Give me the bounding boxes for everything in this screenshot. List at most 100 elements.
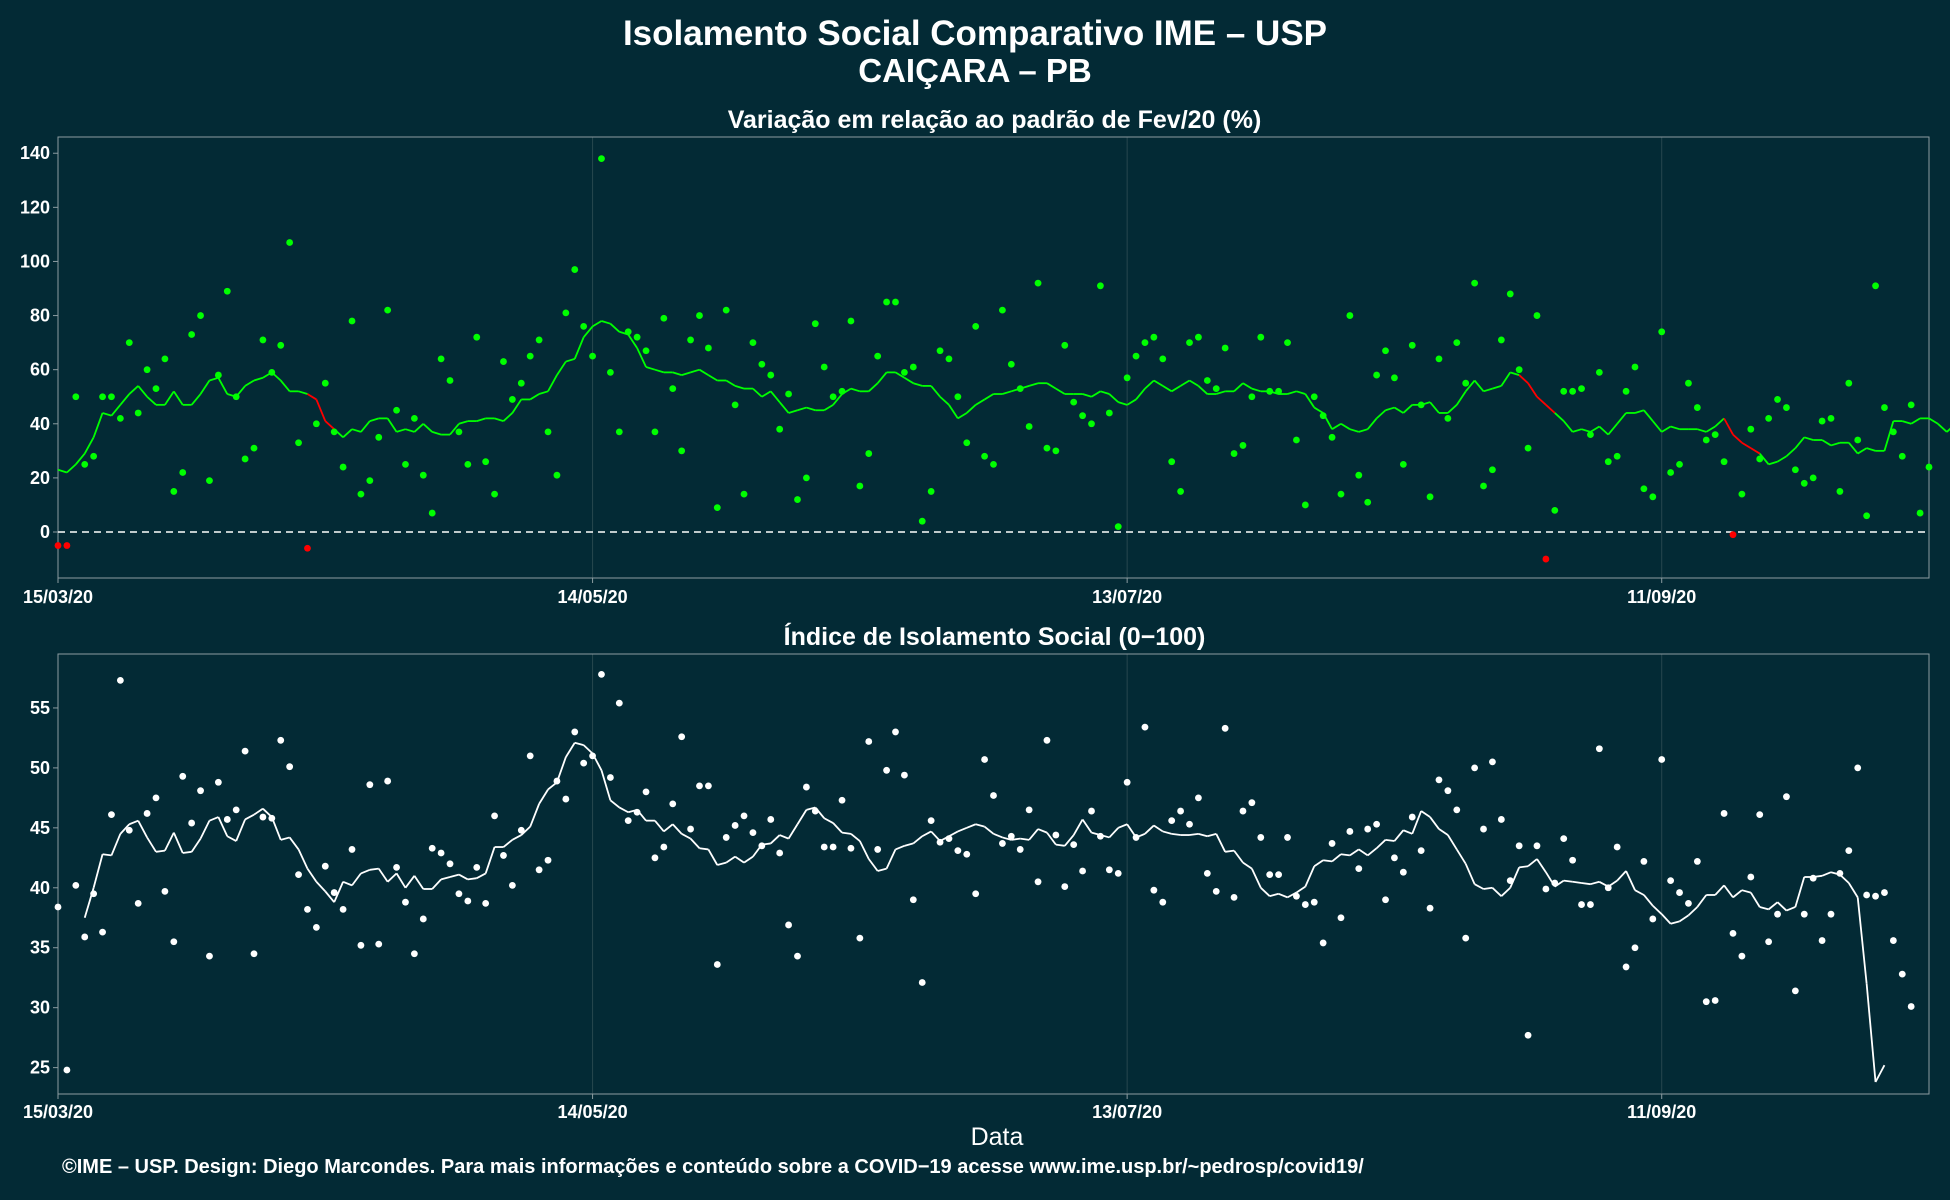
data-point	[811, 320, 819, 328]
y-tick-label: 60	[30, 360, 50, 380]
moving-average-segment	[280, 379, 291, 392]
data-point	[277, 341, 285, 349]
data-point	[446, 377, 454, 384]
moving-average-segment	[306, 393, 317, 401]
data-point	[1230, 893, 1238, 901]
moving-average-segment	[1225, 849, 1235, 853]
moving-average-segment	[573, 336, 585, 360]
data-point	[410, 950, 418, 958]
data-point	[1497, 816, 1505, 823]
data-point	[339, 463, 347, 471]
moving-average-segment	[1866, 447, 1876, 452]
data-point	[81, 460, 89, 468]
moving-average-segment	[280, 836, 290, 841]
plot-frame	[57, 136, 1930, 579]
moving-average-segment	[1046, 832, 1057, 846]
data-point	[687, 336, 694, 344]
moving-average-segment	[298, 390, 308, 395]
data-point	[1052, 447, 1060, 455]
moving-average-segment	[876, 371, 888, 384]
data-point	[758, 360, 766, 368]
data-point	[1426, 493, 1434, 501]
data-point	[428, 509, 436, 517]
data-point	[1756, 455, 1764, 463]
moving-average-segment	[413, 423, 424, 433]
data-point	[277, 736, 285, 744]
moving-average-segment	[1198, 832, 1208, 838]
moving-average-segment	[850, 387, 861, 393]
moving-average-segment	[1411, 810, 1422, 835]
moving-average-segment	[1304, 865, 1316, 887]
data-point	[1159, 898, 1167, 906]
data-point	[731, 822, 739, 829]
moving-average-segment	[1848, 442, 1859, 455]
data-point	[1863, 891, 1871, 899]
data-point	[1818, 417, 1826, 425]
data-point	[1034, 878, 1042, 886]
data-point	[1613, 843, 1621, 851]
moving-average-segment	[1652, 420, 1663, 433]
moving-average-segment	[1491, 887, 1502, 897]
moving-average-segment	[1331, 853, 1342, 863]
moving-average-segment	[868, 858, 879, 872]
data-point	[1203, 870, 1211, 877]
data-point	[312, 923, 320, 931]
data-point	[1667, 469, 1675, 476]
moving-average-segment	[681, 371, 691, 376]
data-point	[1399, 868, 1407, 876]
data-point	[1756, 811, 1764, 819]
data-point	[1658, 756, 1666, 763]
moving-average-segment	[1126, 398, 1137, 406]
data-point	[375, 433, 383, 441]
data-point	[901, 368, 908, 376]
data-point	[500, 852, 507, 859]
moving-average-segment	[699, 368, 709, 376]
moving-average-segment	[422, 423, 433, 433]
y-tick-label: 140	[20, 143, 50, 163]
data-point	[214, 371, 222, 379]
moving-average-segment	[66, 463, 77, 474]
moving-average-segment	[601, 320, 611, 325]
data-point	[517, 379, 525, 387]
x-tick-label: 13/07/20	[1092, 1102, 1162, 1122]
moving-average-segment	[1429, 401, 1440, 414]
data-point	[651, 854, 659, 862]
moving-average-segment	[823, 404, 834, 412]
moving-average-segment	[1776, 901, 1788, 912]
data-point	[1275, 871, 1283, 878]
moving-average-segment	[948, 404, 959, 419]
data-point	[54, 542, 62, 549]
data-point	[642, 347, 650, 355]
moving-average-segment	[92, 412, 104, 438]
moving-average-segment	[102, 412, 112, 417]
moving-average-segment	[1857, 447, 1868, 455]
moving-average-segment	[1117, 401, 1128, 406]
moving-average-segment	[1937, 423, 1948, 433]
moving-average-segment	[476, 872, 487, 879]
data-point	[330, 428, 338, 436]
data-point	[295, 439, 302, 447]
data-point	[1444, 787, 1452, 795]
data-point	[1533, 312, 1541, 319]
moving-average-segment	[921, 830, 932, 838]
data-point	[990, 792, 997, 799]
moving-average-segment	[1162, 830, 1172, 835]
data-point	[1809, 874, 1817, 882]
moving-average-segment	[1902, 420, 1912, 425]
data-point	[571, 728, 579, 736]
moving-average-segment	[1233, 850, 1244, 864]
data-point	[1079, 867, 1086, 875]
data-point	[1319, 939, 1327, 947]
data-point	[482, 458, 490, 466]
data-point	[1293, 436, 1300, 444]
moving-average-segment	[1616, 412, 1627, 425]
moving-average-segment	[556, 361, 567, 376]
moving-average-segment	[975, 398, 986, 406]
data-point	[1702, 998, 1710, 1006]
data-point	[1872, 892, 1879, 900]
data-point	[170, 488, 178, 495]
moving-average-segment	[351, 872, 362, 886]
moving-average-segment	[966, 404, 977, 414]
data-point	[740, 812, 748, 820]
data-point	[624, 328, 632, 336]
